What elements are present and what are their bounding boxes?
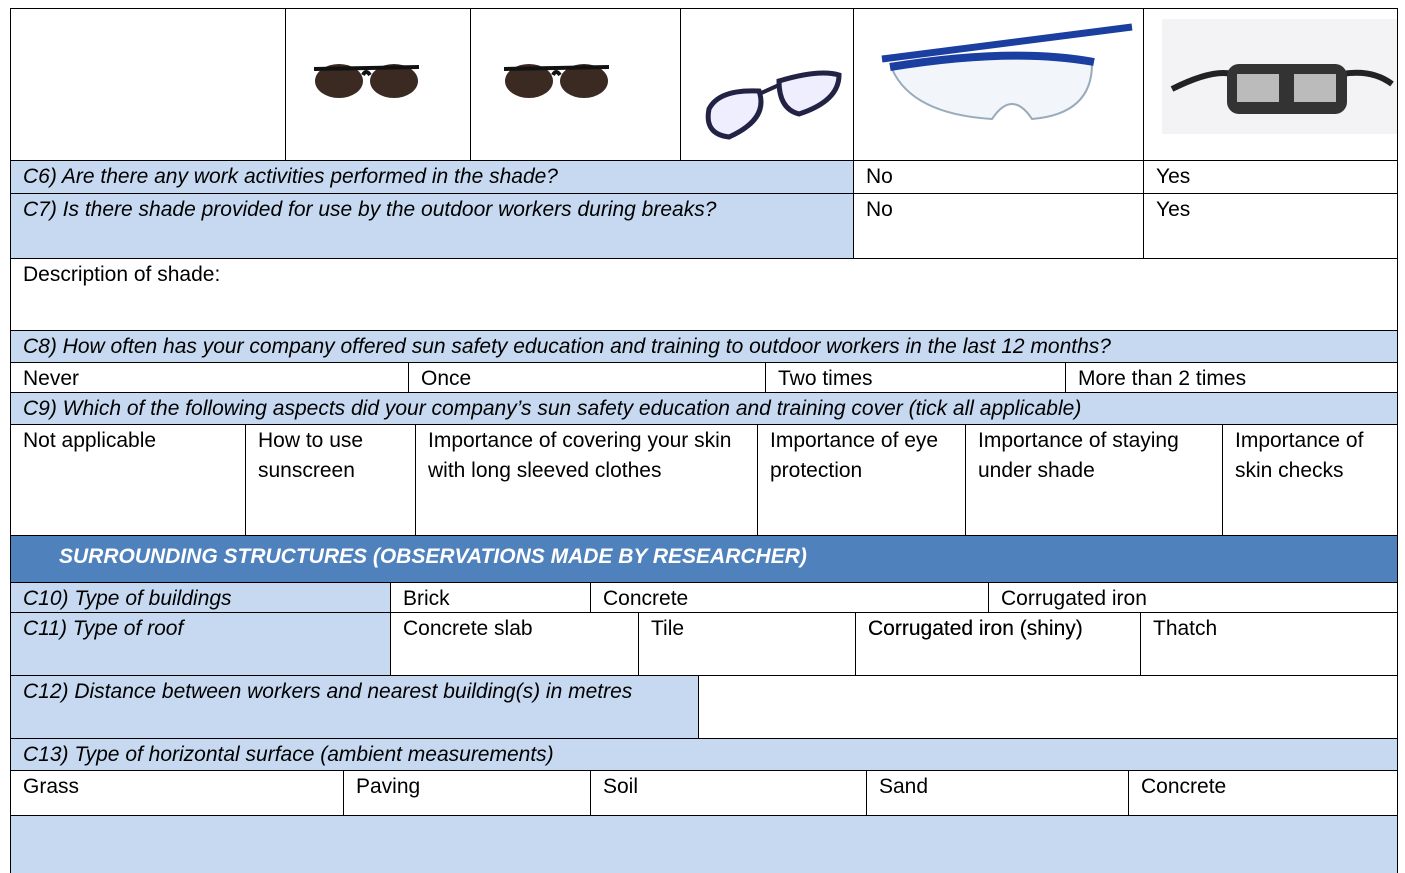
question-cell: C8) How often has your company offered s… bbox=[10, 330, 1398, 363]
eyewear-image bbox=[503, 64, 610, 98]
option-cell bbox=[698, 675, 1398, 739]
option-cell: Not applicable bbox=[10, 424, 246, 536]
eyewear-image bbox=[705, 70, 842, 140]
question-cell: C9) Which of the following aspects did y… bbox=[10, 392, 1398, 425]
option-cell: More than 2 times bbox=[1065, 362, 1398, 393]
option-cell: Concrete bbox=[1128, 770, 1398, 816]
option-cell: Tile bbox=[638, 612, 856, 676]
section-header: SURROUNDING STRUCTURES (OBSERVATIONS MAD… bbox=[10, 535, 1398, 583]
eyewear-image bbox=[881, 23, 1133, 121]
option-cell: Brick bbox=[390, 582, 591, 613]
option-cell: Yes bbox=[1143, 193, 1398, 259]
eyewear-image bbox=[1162, 19, 1397, 134]
question-cell: C13) Type of horizontal surface (ambient… bbox=[10, 738, 1398, 771]
option-cell: Once bbox=[408, 362, 766, 393]
option-cell: Concrete bbox=[590, 582, 989, 613]
option-cell: Corrugated iron bbox=[988, 582, 1398, 613]
product-image-cell bbox=[1143, 8, 1398, 161]
option-cell: Concrete slab bbox=[390, 612, 639, 676]
product-image-cell bbox=[285, 8, 471, 161]
option-cell: Importance of staying under shade bbox=[965, 424, 1223, 536]
option-cell: No bbox=[853, 160, 1144, 194]
option-cell: Sand bbox=[866, 770, 1129, 816]
question-cell: C7) Is there shade provided for use by t… bbox=[10, 193, 854, 259]
option-cell: How to use sunscreen bbox=[245, 424, 416, 536]
option-cell: Grass bbox=[10, 770, 344, 816]
blank-cell bbox=[10, 815, 1398, 873]
question-cell: C6) Are there any work activities perfor… bbox=[10, 160, 854, 194]
eyewear-image bbox=[313, 64, 420, 98]
option-cell: Thatch bbox=[1140, 612, 1398, 676]
blank-cell bbox=[10, 8, 286, 161]
option-cell: Yes bbox=[1143, 160, 1398, 194]
question-cell: C10) Type of buildings bbox=[10, 582, 391, 613]
option-cell: No bbox=[853, 193, 1144, 259]
option-cell: Importance of covering your skin with lo… bbox=[415, 424, 758, 536]
option-cell: Importance of eye protection bbox=[757, 424, 966, 536]
product-image-cell bbox=[853, 8, 1144, 161]
option-cell: Importance of skin checks bbox=[1222, 424, 1398, 536]
question-cell: C11) Type of roof bbox=[10, 612, 391, 676]
product-image-cell bbox=[470, 8, 681, 161]
option-cell: Never bbox=[10, 362, 409, 393]
option-cell: Corrugated iron (shiny) bbox=[855, 612, 1141, 676]
option-cell: Two times bbox=[765, 362, 1066, 393]
question-cell: C12) Distance between workers and neares… bbox=[10, 675, 699, 739]
description-cell: Description of shade: bbox=[10, 258, 1398, 331]
option-cell: Paving bbox=[343, 770, 591, 816]
product-image-cell bbox=[680, 8, 854, 161]
option-cell: Soil bbox=[590, 770, 867, 816]
